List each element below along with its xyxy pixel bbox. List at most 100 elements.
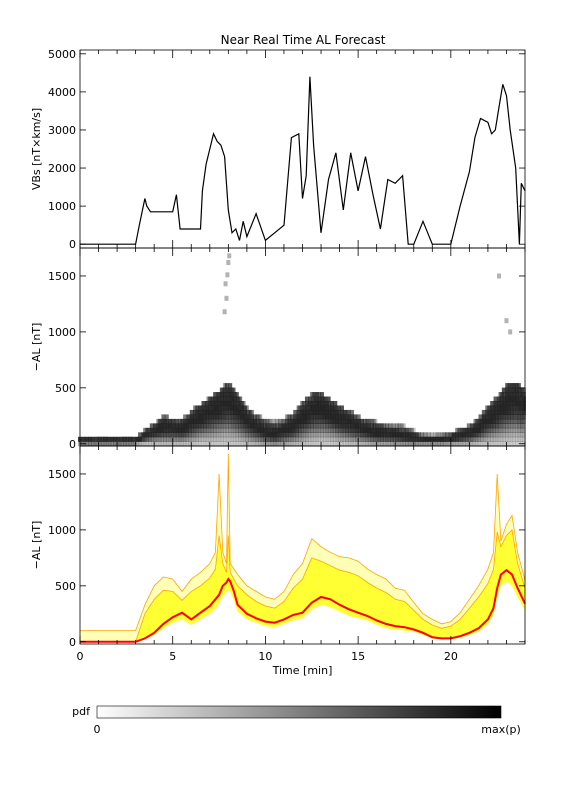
pdf-cell — [446, 441, 451, 447]
pdf-cell — [465, 436, 470, 442]
pdf-cell — [198, 432, 203, 438]
pdf-cell — [268, 441, 273, 447]
pdf-cell — [383, 436, 388, 442]
pdf-cell — [398, 441, 403, 447]
pdf-cell — [458, 436, 463, 442]
pdf-cell — [254, 441, 259, 447]
pdf-cell — [225, 272, 230, 278]
pdf-cell — [505, 441, 510, 447]
pdf-cell — [505, 423, 510, 429]
pdf-cell — [244, 436, 249, 442]
pdf-cell — [213, 392, 218, 398]
pdf-cell — [166, 436, 171, 442]
pdf-cell — [503, 436, 508, 442]
pdf-cell — [234, 423, 239, 429]
pdf-cell — [281, 418, 286, 424]
pdf-cell — [328, 436, 333, 442]
pdf-cell — [451, 441, 456, 447]
pdf-cell — [488, 432, 493, 438]
pdf-cell — [495, 423, 500, 429]
pdf-cell — [334, 436, 339, 442]
pdf-cell — [249, 414, 254, 420]
pdf-cell — [491, 427, 496, 433]
pdf-cell — [204, 441, 209, 447]
pdf-cell — [179, 441, 184, 447]
pdf-cell — [426, 441, 431, 447]
pdf-cell — [516, 423, 521, 429]
pdf-cell — [238, 427, 243, 433]
pdf-cell — [350, 436, 355, 442]
pdf-cell — [318, 409, 323, 415]
pdf-cell — [229, 400, 234, 406]
pdf-cell — [505, 392, 510, 398]
pdf-cell — [398, 427, 403, 433]
pdf-cell — [221, 414, 226, 420]
pdf-cell — [213, 427, 218, 433]
pdf-cell — [350, 414, 355, 420]
pdf-cell — [383, 441, 388, 447]
pdf-cell — [485, 441, 490, 447]
pdf-cell — [94, 441, 99, 447]
pdf-cell — [345, 436, 349, 442]
pdf-cell — [418, 441, 423, 447]
pdf-cell — [493, 432, 498, 438]
pdf-cell — [455, 432, 460, 438]
pdf-cell — [466, 427, 471, 433]
pdf-cell — [370, 418, 375, 424]
pdf-cell — [331, 432, 336, 438]
pdf-cell — [370, 432, 375, 438]
pdf-cell — [495, 436, 500, 442]
pdf-cell — [415, 441, 420, 447]
pdf-cell — [316, 432, 321, 438]
pdf-cell — [475, 436, 480, 442]
pdf-cell — [518, 396, 523, 402]
pdf-cell — [284, 441, 289, 447]
pdf-cell — [299, 432, 304, 438]
pdf-cell — [228, 418, 233, 424]
pdf-cell — [198, 441, 203, 447]
pdf-cell — [510, 418, 515, 424]
pdf-cell — [246, 436, 251, 442]
pdf-cell — [221, 423, 226, 429]
pdf-cell — [471, 441, 476, 447]
pdf-cell — [346, 414, 351, 420]
colorbar-label: pdf — [72, 705, 91, 718]
pdf-cell — [124, 441, 129, 447]
pdf-cell — [476, 441, 481, 447]
pdf-cell — [193, 427, 198, 433]
pdf-cell — [328, 441, 333, 447]
panel-3: 0 500 1000 1500 0 5 10 15 20 −AL [nT] Time [min] — [30, 445, 526, 677]
pdf-cell — [515, 392, 520, 398]
pdf-cell — [496, 432, 501, 438]
pdf-cell — [338, 432, 343, 438]
pdf-cell — [294, 432, 299, 438]
pdf-cell — [289, 436, 294, 442]
pdf-cell — [216, 436, 221, 442]
pdf-cell — [313, 436, 318, 442]
pdf-cell — [144, 436, 149, 442]
y-axis-label: −AL [nT] — [30, 323, 43, 372]
pdf-cell — [410, 441, 415, 447]
pdf-cell — [221, 441, 226, 447]
y-tick-label: 3000 — [48, 124, 76, 137]
pdf-cell — [149, 436, 154, 442]
pdf-cell — [254, 436, 259, 442]
pdf-cell — [161, 441, 166, 447]
pdf-cell — [241, 427, 246, 433]
pdf-cell — [381, 423, 386, 429]
pdf-cell — [271, 418, 276, 424]
pdf-cell — [521, 396, 526, 402]
pdf-cell — [338, 441, 343, 447]
pdf-cell — [91, 436, 96, 442]
pdf-cell — [228, 432, 233, 438]
pdf-cell — [304, 436, 309, 442]
pdf-cell — [481, 409, 486, 415]
pdf-cell — [209, 427, 214, 433]
pdf-cell — [318, 427, 323, 433]
pdf-cell — [184, 441, 189, 447]
pdf-cell — [286, 441, 291, 447]
pdf-cell — [398, 423, 403, 429]
pdf-cell — [448, 432, 453, 438]
pdf-cell — [356, 436, 361, 442]
pdf-cell — [506, 427, 511, 433]
